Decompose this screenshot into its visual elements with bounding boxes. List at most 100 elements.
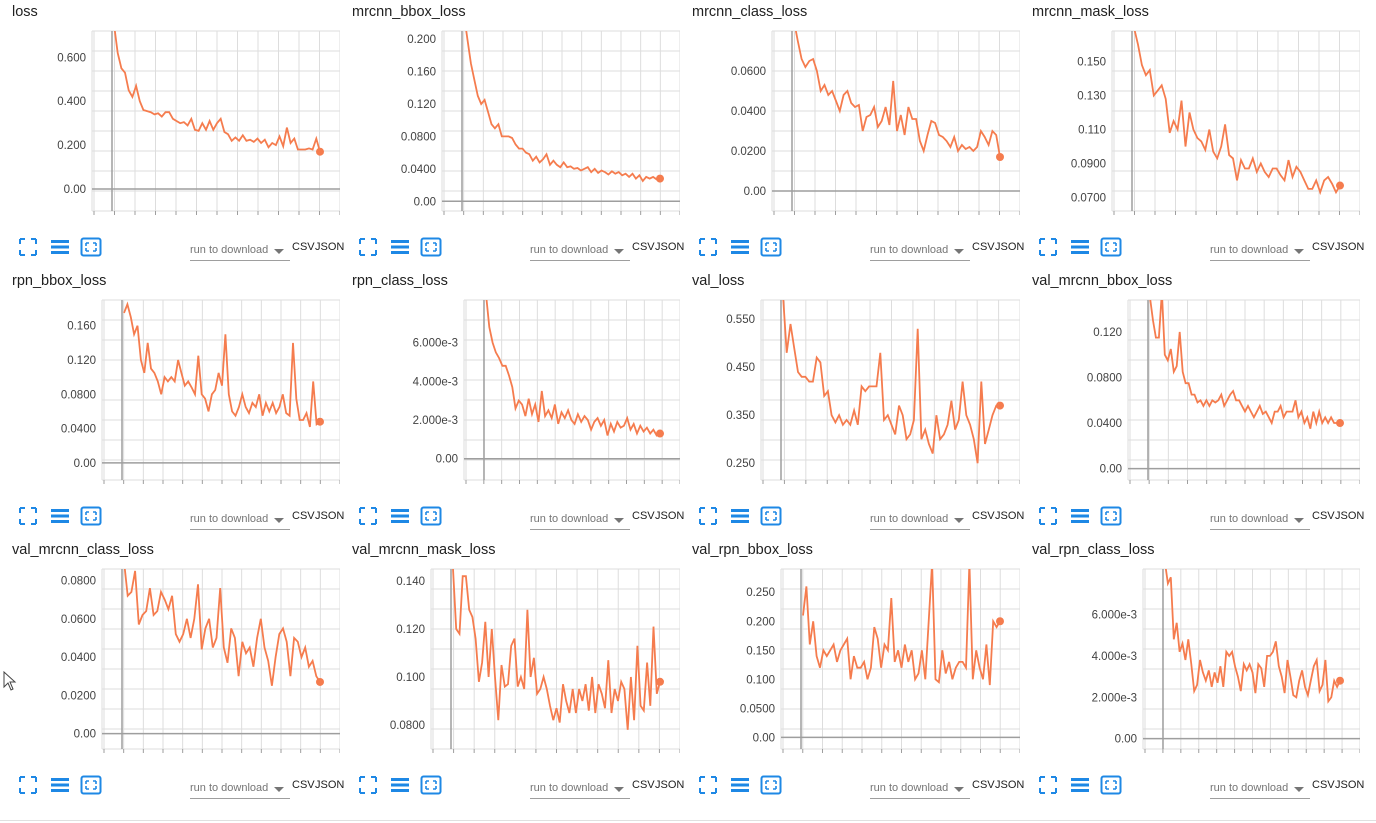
- csv-download-link[interactable]: CSV: [1312, 510, 1335, 522]
- chart-card-val-rpn-class-loss: val_rpn_class_loss 0.00 2.000e-3 4.000e-3 6.…: [1020, 538, 1364, 807]
- csv-download-link[interactable]: CSV: [292, 510, 315, 522]
- fit-domain-icon[interactable]: [420, 236, 442, 258]
- chart-plot[interactable]: 0.00 0.0500 0.100 0.150 0.200 0.250: [680, 538, 1020, 768]
- csv-download-link[interactable]: CSV: [972, 779, 995, 791]
- run-to-download-select[interactable]: run to download: [870, 511, 970, 530]
- last-point[interactable]: [996, 401, 1004, 410]
- csv-download-link[interactable]: CSV: [632, 510, 655, 522]
- toggle-lines-icon[interactable]: [389, 236, 411, 258]
- toggle-lines-icon[interactable]: [729, 236, 751, 258]
- fullscreen-icon[interactable]: [357, 774, 379, 796]
- y-tick-label: 0.600: [57, 52, 86, 64]
- fit-domain-icon[interactable]: [80, 236, 102, 258]
- fullscreen-icon[interactable]: [1037, 505, 1059, 527]
- last-point[interactable]: [656, 677, 664, 686]
- run-to-download-select[interactable]: run to download: [1210, 780, 1310, 799]
- toggle-lines-icon[interactable]: [389, 774, 411, 796]
- run-to-download-select[interactable]: run to download: [870, 242, 970, 261]
- fullscreen-icon[interactable]: [357, 236, 379, 258]
- last-point[interactable]: [656, 174, 664, 183]
- last-point[interactable]: [656, 429, 664, 438]
- run-to-download-select[interactable]: run to download: [1210, 511, 1310, 530]
- chart-plot[interactable]: 0.00 0.0200 0.0400 0.0600 0.0800: [0, 538, 340, 768]
- fullscreen-icon[interactable]: [17, 236, 39, 258]
- last-point[interactable]: [316, 677, 324, 686]
- last-point[interactable]: [1336, 676, 1344, 685]
- fit-domain-icon[interactable]: [1100, 236, 1122, 258]
- y-tick-label: 0.0800: [390, 720, 425, 732]
- fullscreen-icon[interactable]: [1037, 236, 1059, 258]
- toggle-lines-icon[interactable]: [729, 774, 751, 796]
- csv-download-link[interactable]: CSV: [632, 241, 655, 253]
- csv-download-link[interactable]: CSV: [972, 510, 995, 522]
- csv-download-link[interactable]: CSV: [972, 241, 995, 253]
- chart-plot[interactable]: 0.00 0.0400 0.0800 0.120 0.160 0.200: [340, 0, 680, 230]
- last-point[interactable]: [316, 147, 324, 156]
- json-download-link[interactable]: JSON: [655, 510, 685, 522]
- json-download-link[interactable]: JSON: [1335, 779, 1365, 791]
- csv-download-link[interactable]: CSV: [632, 779, 655, 791]
- toggle-lines-icon[interactable]: [1069, 505, 1091, 527]
- fit-domain-icon[interactable]: [760, 236, 782, 258]
- last-point[interactable]: [996, 153, 1004, 161]
- grid-lines: [780, 568, 1020, 753]
- run-to-download-select[interactable]: run to download: [1210, 242, 1310, 261]
- chart-plot[interactable]: 0.0700 0.0900 0.110 0.130 0.150: [1020, 0, 1360, 230]
- last-point[interactable]: [996, 617, 1004, 626]
- chart-plot[interactable]: 0.00 0.0400 0.0800 0.120 0.160: [0, 269, 340, 499]
- last-point[interactable]: [1336, 181, 1344, 190]
- fit-domain-icon[interactable]: [80, 505, 102, 527]
- run-to-download-select[interactable]: run to download: [870, 780, 970, 799]
- csv-download-link[interactable]: CSV: [292, 241, 315, 253]
- csv-download-link[interactable]: CSV: [292, 779, 315, 791]
- toggle-lines-icon[interactable]: [1069, 774, 1091, 796]
- last-point[interactable]: [316, 417, 324, 426]
- json-download-link[interactable]: JSON: [315, 779, 345, 791]
- fit-domain-icon[interactable]: [80, 774, 102, 796]
- chart-plot[interactable]: 0.00 0.0400 0.0800 0.120: [1020, 269, 1360, 499]
- toggle-lines-icon[interactable]: [729, 505, 751, 527]
- toggle-lines-icon[interactable]: [389, 505, 411, 527]
- run-to-download-select[interactable]: run to download: [190, 511, 290, 530]
- last-point[interactable]: [1336, 419, 1344, 428]
- fullscreen-icon[interactable]: [17, 774, 39, 796]
- toggle-lines-icon[interactable]: [49, 505, 71, 527]
- chart-plot[interactable]: 0.0800 0.100 0.120 0.140: [340, 538, 680, 768]
- run-to-download-select[interactable]: run to download: [530, 511, 630, 530]
- fullscreen-icon[interactable]: [1037, 774, 1059, 796]
- json-download-link[interactable]: JSON: [315, 510, 345, 522]
- fullscreen-icon[interactable]: [17, 505, 39, 527]
- run-to-download-select[interactable]: run to download: [530, 780, 630, 799]
- json-download-link[interactable]: JSON: [1335, 241, 1365, 253]
- fit-domain-icon[interactable]: [420, 505, 442, 527]
- fullscreen-icon[interactable]: [697, 505, 719, 527]
- toggle-lines-icon[interactable]: [49, 236, 71, 258]
- json-download-link[interactable]: JSON: [995, 510, 1025, 522]
- json-download-link[interactable]: JSON: [995, 241, 1025, 253]
- toggle-lines-icon[interactable]: [49, 774, 71, 796]
- fit-domain-icon[interactable]: [420, 774, 442, 796]
- fullscreen-icon[interactable]: [357, 505, 379, 527]
- json-download-link[interactable]: JSON: [315, 241, 345, 253]
- chart-plot[interactable]: 0.00 2.000e-3 4.000e-3 6.000e-3: [1020, 538, 1360, 768]
- fullscreen-icon[interactable]: [697, 236, 719, 258]
- csv-download-link[interactable]: CSV: [1312, 779, 1335, 791]
- json-download-link[interactable]: JSON: [995, 779, 1025, 791]
- run-to-download-select[interactable]: run to download: [530, 242, 630, 261]
- csv-download-link[interactable]: CSV: [1312, 241, 1335, 253]
- fit-domain-icon[interactable]: [1100, 774, 1122, 796]
- chart-plot[interactable]: 0.250 0.350 0.450 0.550: [680, 269, 1020, 499]
- fit-domain-icon[interactable]: [760, 774, 782, 796]
- fit-domain-icon[interactable]: [1100, 505, 1122, 527]
- json-download-link[interactable]: JSON: [655, 241, 685, 253]
- toggle-lines-icon[interactable]: [1069, 236, 1091, 258]
- chart-plot[interactable]: 0.00 0.0200 0.0400 0.0600: [680, 0, 1020, 230]
- run-to-download-select[interactable]: run to download: [190, 780, 290, 799]
- fit-domain-icon[interactable]: [760, 505, 782, 527]
- chart-plot[interactable]: 0.00 2.000e-3 4.000e-3 6.000e-3: [340, 269, 680, 499]
- json-download-link[interactable]: JSON: [1335, 510, 1365, 522]
- fullscreen-icon[interactable]: [697, 774, 719, 796]
- json-download-link[interactable]: JSON: [655, 779, 685, 791]
- chart-plot[interactable]: 0.00 0.200 0.400 0.600: [0, 0, 340, 230]
- run-to-download-select[interactable]: run to download: [190, 242, 290, 261]
